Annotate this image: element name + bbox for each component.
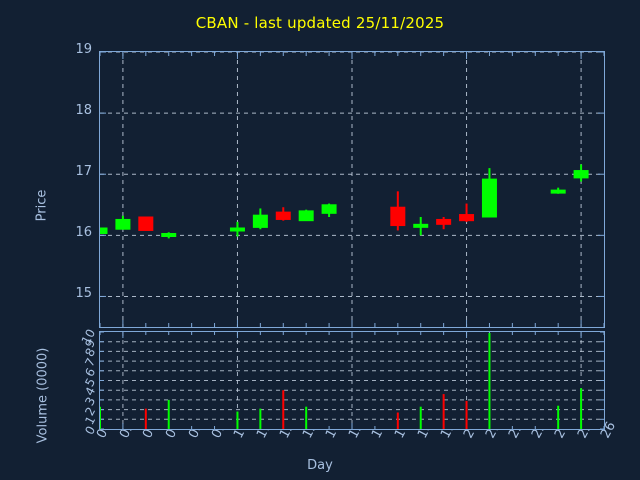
price-tick-15: 15 [75,286,92,302]
price-tick-17: 17 [75,164,92,180]
price-tick-18: 18 [75,103,92,119]
chart-title: CBAN - last updated 25/11/2025 [195,14,445,32]
x-axis-label: Day [307,458,333,473]
volume-plot-area [99,331,605,430]
price-plot-area [99,51,605,328]
price-tick-19: 19 [75,42,92,57]
volume-bars [100,332,604,429]
price-tick-16: 16 [75,225,92,241]
volume-axis-label: Volume (0000) [35,347,51,444]
price-candles [100,52,604,327]
